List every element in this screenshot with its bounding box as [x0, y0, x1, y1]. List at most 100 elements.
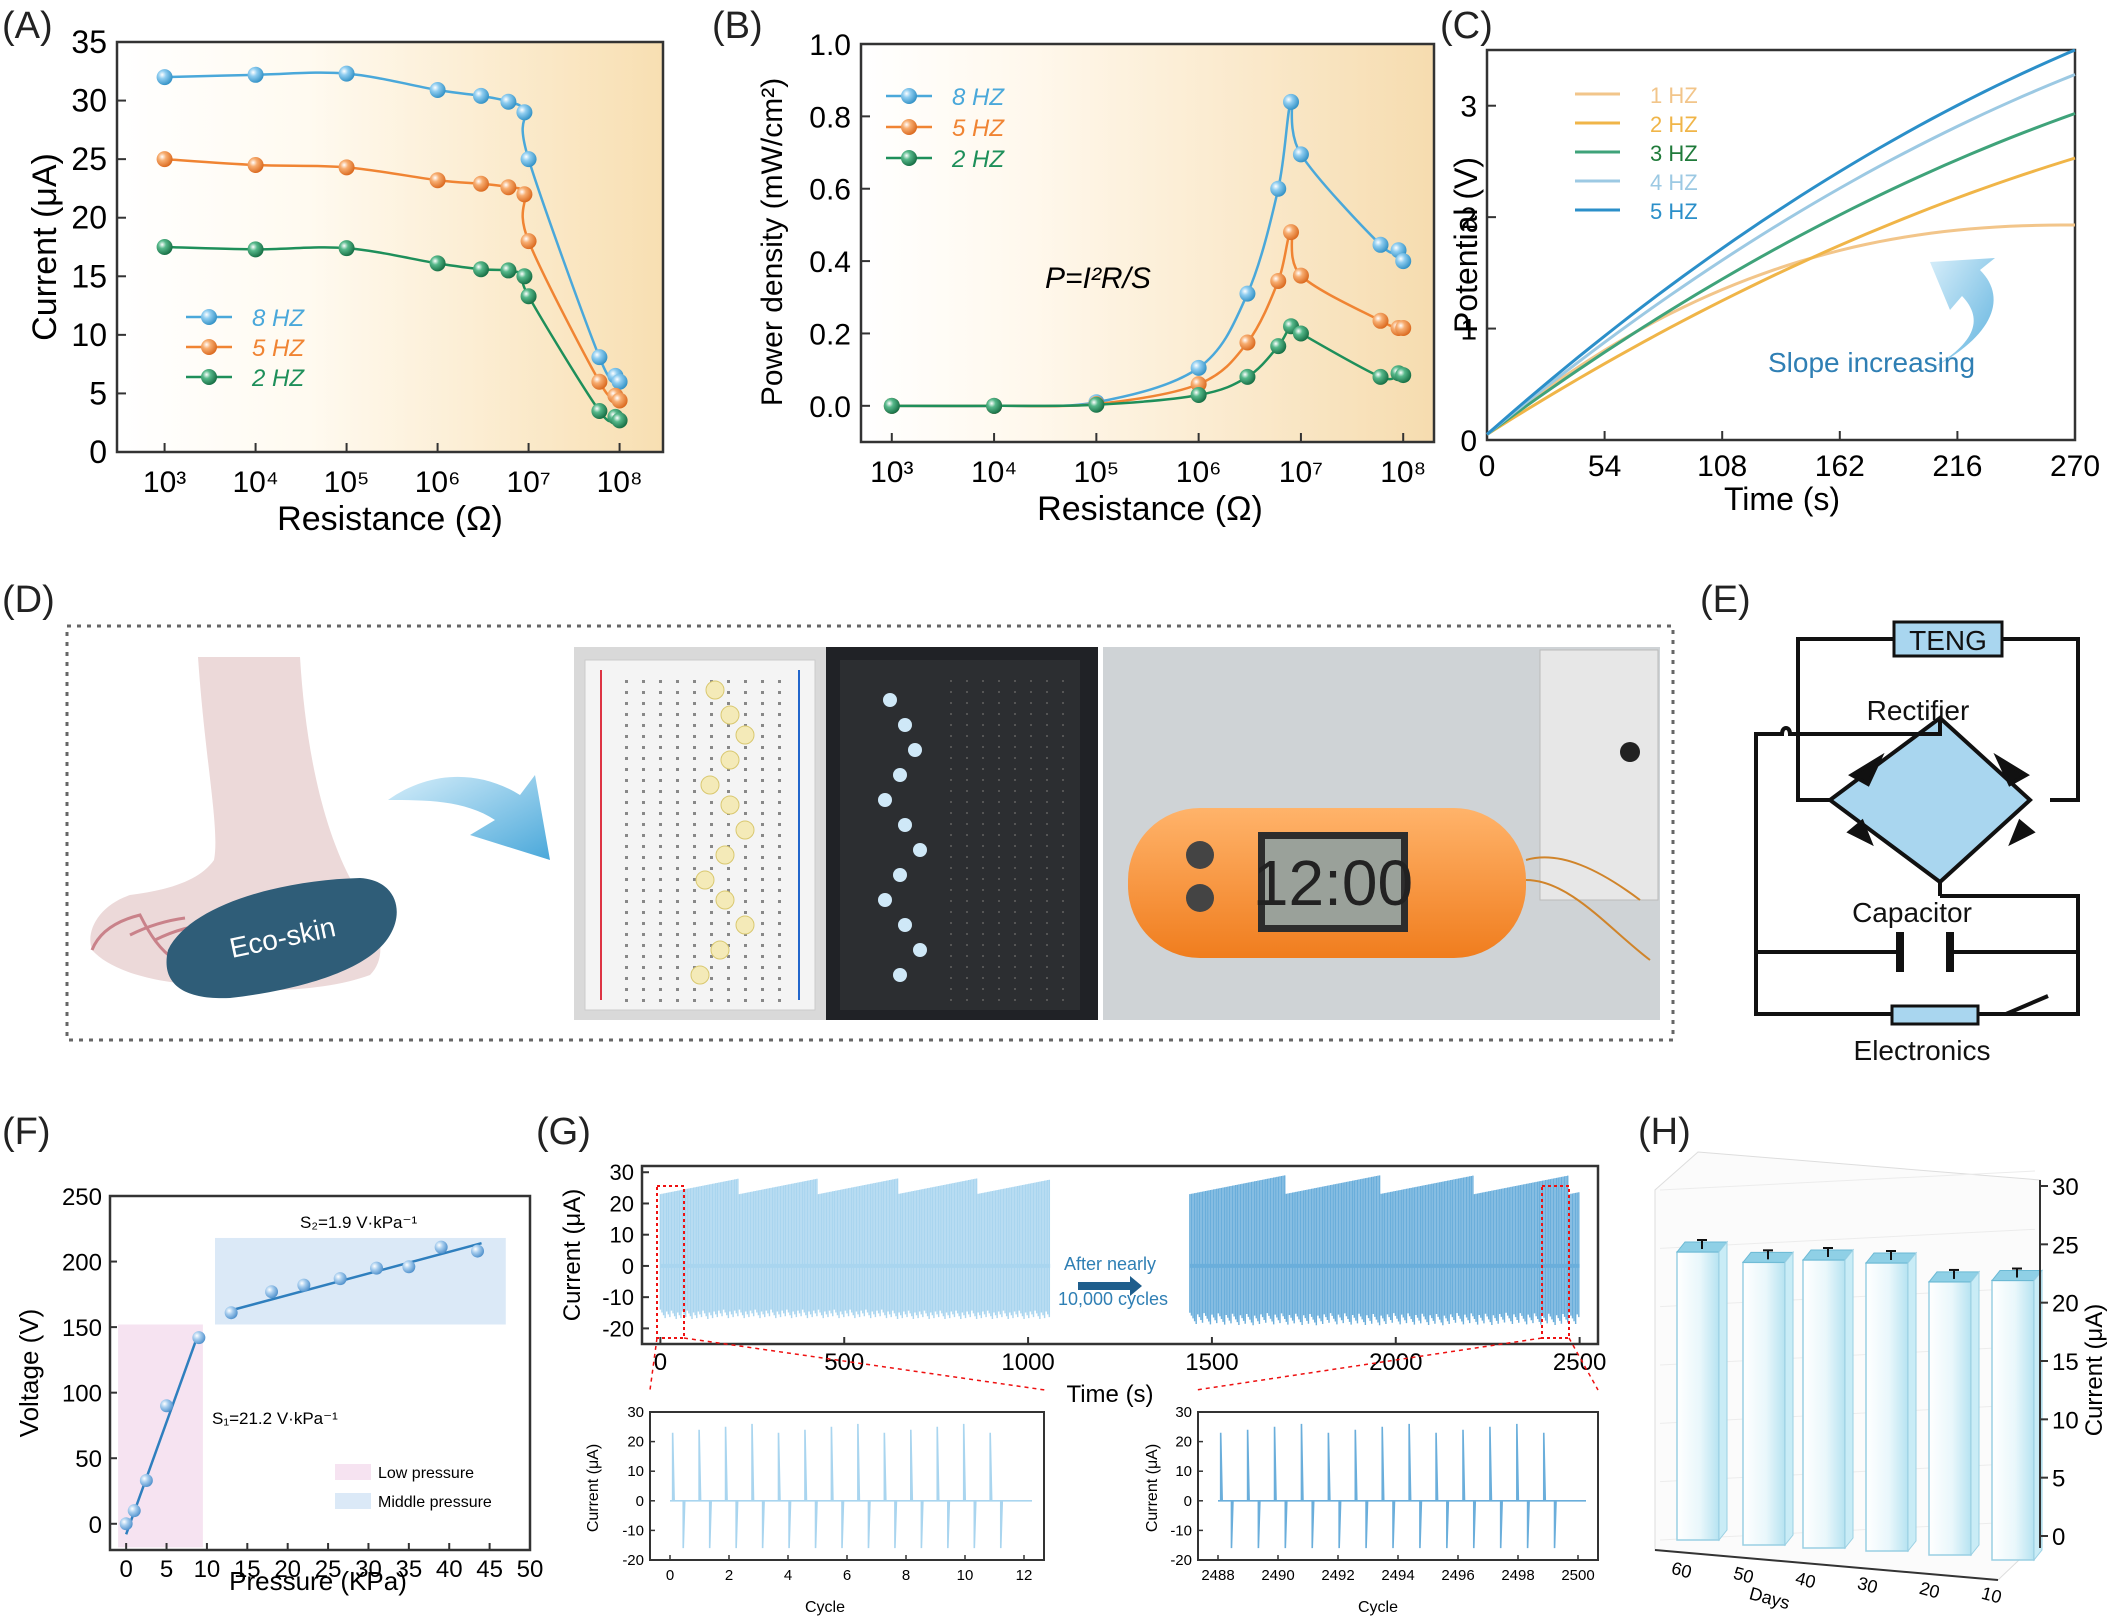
- breadboard-hole: [761, 757, 764, 760]
- breadboard-hole: [1030, 735, 1032, 737]
- breadboard-hole: [1014, 724, 1016, 726]
- breadboard-hole: [1046, 977, 1048, 979]
- breadboard-hole: [778, 922, 781, 925]
- breadboard-hole: [1014, 999, 1016, 1001]
- breadboard-hole: [998, 845, 1000, 847]
- breadboard-hole: [778, 845, 781, 848]
- ytick-label: 10: [1175, 1463, 1192, 1480]
- ytick-label: 0: [2052, 1524, 2065, 1551]
- breadboard-hole: [966, 911, 968, 913]
- xtick-label: 10⁸: [597, 466, 643, 499]
- breadboard-hole: [998, 801, 1000, 803]
- legend-marker: [201, 339, 217, 355]
- breadboard-hole: [693, 691, 696, 694]
- breadboard-hole: [1030, 768, 1032, 770]
- breadboard-hole: [778, 768, 781, 771]
- breadboard-hole: [761, 834, 764, 837]
- breadboard-hole: [1030, 878, 1032, 880]
- breadboard-hole: [998, 922, 1000, 924]
- data-point: [429, 82, 446, 99]
- legend-label: 2 HZ: [951, 146, 1005, 173]
- panel-d-frame: [65, 624, 1675, 1042]
- breadboard-hole: [659, 977, 662, 980]
- breadboard-hole: [676, 724, 679, 727]
- breadboard-hole: [1062, 922, 1064, 924]
- ytick-label: 0: [622, 1254, 634, 1279]
- breadboard-hole: [1046, 823, 1048, 825]
- breadboard-hole: [778, 691, 781, 694]
- breadboard-hole: [998, 988, 1000, 990]
- breadboard-hole: [966, 966, 968, 968]
- xtick-label: 216: [1932, 450, 1982, 483]
- breadboard-hole: [710, 900, 713, 903]
- breadboard-hole: [642, 680, 645, 683]
- breadboard-hole: [642, 779, 645, 782]
- breadboard-hole: [966, 735, 968, 737]
- xtick-label: 108: [1697, 450, 1747, 483]
- xtick-label: 2500: [1553, 1349, 1606, 1376]
- breadboard-hole: [1030, 911, 1032, 913]
- breadboard-hole: [693, 790, 696, 793]
- ytick-label: 250: [62, 1184, 102, 1211]
- breadboard-hole: [778, 856, 781, 859]
- breadboard-hole: [998, 757, 1000, 759]
- breadboard-hole: [982, 889, 984, 891]
- data-point: [883, 397, 900, 414]
- breadboard-hole: [710, 988, 713, 991]
- breadboard-hole: [1030, 845, 1032, 847]
- led: [898, 718, 912, 732]
- panel-label-f: (F): [2, 1111, 51, 1153]
- breadboard-hole: [982, 779, 984, 781]
- breadboard-hole: [693, 856, 696, 859]
- led: [878, 793, 892, 807]
- breadboard-hole: [693, 735, 696, 738]
- breadboard-hole: [676, 812, 679, 815]
- breadboard-hole: [1046, 768, 1048, 770]
- breadboard-hole: [1046, 779, 1048, 781]
- breadboard-hole: [659, 691, 662, 694]
- breadboard-hole: [1014, 790, 1016, 792]
- breadboard-hole: [950, 724, 952, 726]
- breadboard-hole: [693, 812, 696, 815]
- breadboard-hole: [950, 867, 952, 869]
- breadboard-hole: [778, 988, 781, 991]
- breadboard-hole: [693, 779, 696, 782]
- xtick-label: 10³: [870, 456, 913, 489]
- data-point: [119, 1517, 133, 1531]
- breadboard-hole: [1046, 999, 1048, 1001]
- breadboard-hole: [676, 977, 679, 980]
- breadboard-hole: [693, 801, 696, 804]
- data-point: [611, 412, 628, 429]
- breadboard-hole: [966, 889, 968, 891]
- breadboard-hole: [693, 680, 696, 683]
- breadboard-hole: [982, 900, 984, 902]
- breadboard-hole: [642, 713, 645, 716]
- breadboard-hole: [744, 999, 747, 1002]
- breadboard-hole: [625, 988, 628, 991]
- clock-display: 12:00: [1253, 847, 1413, 919]
- xtick-label: 40: [1793, 1568, 1818, 1593]
- breadboard-hole: [1062, 988, 1064, 990]
- breadboard-hole: [1014, 812, 1016, 814]
- data-point: [1283, 93, 1300, 110]
- legend-label: 5 HZ: [952, 115, 1005, 142]
- breadboard-hole: [778, 867, 781, 870]
- breadboard-hole: [1046, 889, 1048, 891]
- xtick-label: 30: [1855, 1573, 1880, 1598]
- breadboard-hole: [1014, 922, 1016, 924]
- data-point: [1239, 368, 1256, 385]
- chart-b-annotation: P=I²R/S: [1045, 262, 1151, 295]
- ytick-label: 10: [71, 317, 107, 353]
- breadboard-hole: [1030, 812, 1032, 814]
- breadboard-hole: [1046, 900, 1048, 902]
- breadboard-hole: [1014, 878, 1016, 880]
- breadboard-hole: [966, 779, 968, 781]
- bar: [1742, 1261, 1786, 1546]
- breadboard-hole: [1014, 944, 1016, 946]
- breadboard-hole: [966, 933, 968, 935]
- breadboard-hole: [625, 680, 628, 683]
- breadboard-hole: [778, 955, 781, 958]
- breadboard-hole: [950, 702, 952, 704]
- led: [878, 893, 892, 907]
- breadboard-hole: [676, 713, 679, 716]
